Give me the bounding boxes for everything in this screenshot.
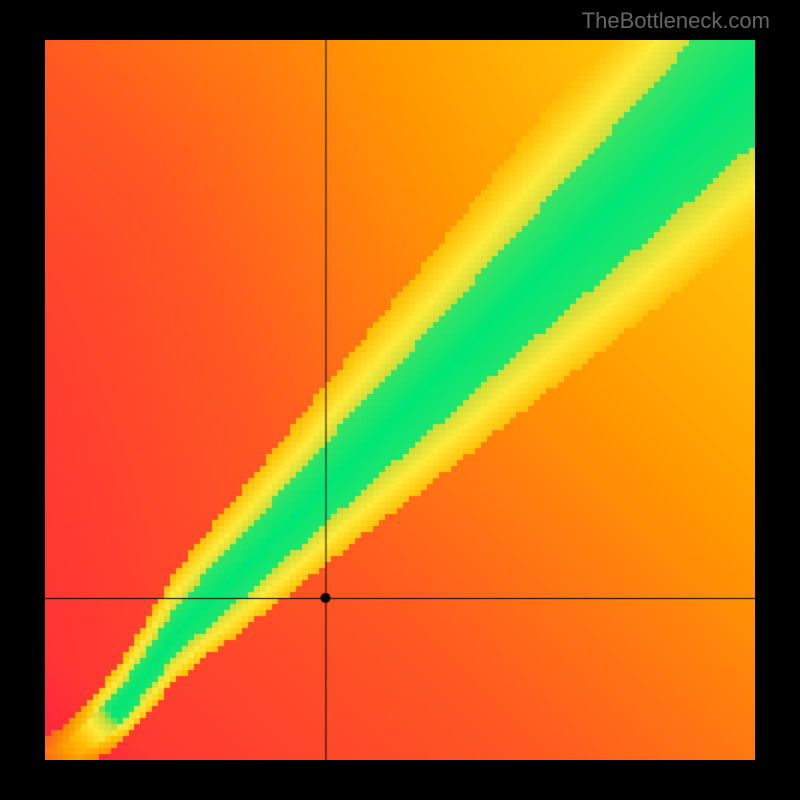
watermark-text: TheBottleneck.com (582, 8, 770, 34)
bottleneck-heatmap (45, 40, 755, 760)
heatmap-canvas (45, 40, 755, 760)
